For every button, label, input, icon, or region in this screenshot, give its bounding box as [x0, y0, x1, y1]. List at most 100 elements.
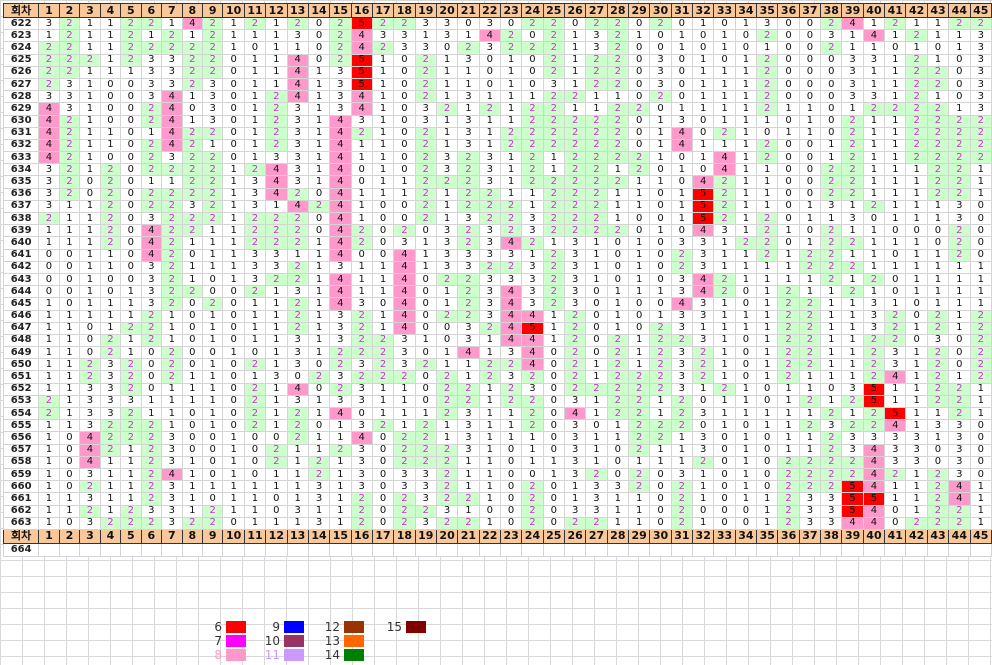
frequency-cell[interactable]: 1 [478, 492, 501, 506]
frequency-cell[interactable]: 2 [926, 516, 950, 530]
frequency-cell[interactable]: 3 [286, 358, 309, 372]
frequency-cell[interactable]: 1 [222, 199, 245, 214]
frequency-cell[interactable]: 2 [563, 370, 587, 384]
frequency-cell[interactable]: 2 [820, 260, 843, 274]
frequency-cell[interactable]: 0 [969, 248, 992, 262]
frequency-cell[interactable]: 3 [948, 467, 971, 482]
frequency-cell[interactable]: 0 [734, 333, 758, 348]
frequency-cell[interactable]: 2 [393, 516, 416, 530]
frequency-cell[interactable]: 1 [969, 285, 992, 299]
frequency-cell[interactable]: 2 [585, 175, 608, 189]
frequency-cell[interactable]: 3 [79, 382, 101, 396]
frequency-cell[interactable]: 3 [79, 492, 101, 506]
frequency-cell[interactable]: 2 [606, 102, 630, 116]
frequency-cell[interactable]: 1 [734, 272, 758, 287]
frequency-cell[interactable]: 1 [79, 297, 101, 311]
frequency-cell[interactable]: 3 [99, 370, 122, 384]
frequency-cell[interactable]: 0 [734, 41, 758, 55]
frequency-cell[interactable]: 2 [542, 285, 565, 299]
frequency-cell[interactable]: 0 [734, 516, 758, 530]
frequency-cell[interactable]: 1 [969, 272, 992, 287]
frequency-cell[interactable]: 4 [161, 114, 183, 128]
frequency-cell[interactable]: 1 [79, 224, 101, 238]
frequency-cell[interactable]: 5 [350, 53, 373, 67]
frequency-cell[interactable]: 4 [286, 199, 309, 214]
frequency-cell[interactable]: 0 [307, 41, 331, 55]
frequency-cell[interactable]: 2 [862, 346, 886, 360]
frequency-cell[interactable]: 1 [265, 419, 288, 433]
frequency-cell[interactable]: 2 [649, 358, 672, 372]
frequency-cell[interactable]: 2 [181, 53, 204, 67]
frequency-cell[interactable]: 1 [222, 260, 245, 274]
frequency-cell[interactable]: 5 [350, 16, 373, 31]
frequency-cell[interactable]: 1 [371, 65, 395, 79]
frequency-cell[interactable]: 0 [222, 53, 245, 67]
frequency-cell[interactable]: 0 [222, 370, 245, 384]
frequency-cell[interactable]: 0 [371, 236, 395, 250]
frequency-cell[interactable]: 0 [393, 163, 416, 177]
frequency-cell[interactable]: 0 [820, 53, 843, 67]
frequency-cell[interactable]: 2 [201, 16, 224, 31]
frequency-cell[interactable]: 2 [286, 431, 309, 445]
frequency-cell[interactable]: 3 [499, 248, 523, 262]
frequency-cell[interactable]: 1 [627, 333, 651, 348]
frequency-cell[interactable]: 1 [58, 504, 81, 518]
frequency-cell[interactable] [414, 542, 437, 557]
frequency-cell[interactable]: 4 [79, 431, 101, 445]
frequency-cell[interactable]: 3 [649, 65, 672, 79]
frequency-cell[interactable]: 2 [606, 346, 630, 360]
frequency-cell[interactable]: 1 [243, 492, 267, 506]
frequency-cell[interactable]: 2 [798, 297, 822, 311]
frequency-cell[interactable]: 0 [393, 211, 416, 226]
frequency-cell[interactable]: 3 [969, 102, 992, 116]
frequency-cell[interactable] [79, 542, 101, 557]
frequency-cell[interactable]: 2 [542, 114, 565, 128]
frequency-cell[interactable]: 0 [414, 346, 437, 360]
frequency-cell[interactable]: 1 [713, 406, 736, 421]
frequency-cell[interactable]: 1 [862, 260, 886, 274]
frequency-cell[interactable]: 4 [38, 114, 60, 128]
frequency-cell[interactable]: 3 [563, 419, 587, 433]
frequency-cell[interactable]: 0 [756, 467, 779, 482]
frequency-cell[interactable]: 2 [862, 102, 886, 116]
frequency-cell[interactable] [841, 542, 864, 557]
frequency-cell[interactable] [58, 542, 81, 557]
frequency-cell[interactable]: 2 [563, 187, 587, 201]
frequency-cell[interactable]: 0 [99, 77, 122, 92]
frequency-cell[interactable]: 1 [243, 309, 267, 323]
frequency-cell[interactable]: 0 [756, 394, 779, 409]
frequency-cell[interactable]: 2 [457, 41, 480, 55]
frequency-cell[interactable]: 0 [222, 90, 245, 104]
frequency-cell[interactable]: 1 [265, 53, 288, 67]
frequency-cell[interactable]: 1 [79, 126, 101, 140]
frequency-cell[interactable]: 0 [350, 406, 373, 421]
frequency-cell[interactable]: 2 [798, 394, 822, 409]
frequency-cell[interactable]: 1 [58, 382, 81, 396]
frequency-cell[interactable]: 2 [905, 65, 928, 79]
frequency-cell[interactable]: 2 [414, 199, 437, 214]
frequency-cell[interactable]: 0 [756, 382, 779, 396]
frequency-cell[interactable]: 3 [140, 285, 163, 299]
frequency-cell[interactable]: 4 [862, 516, 886, 530]
frequency-cell[interactable]: 2 [99, 236, 122, 250]
frequency-cell[interactable]: 4 [862, 443, 886, 457]
frequency-cell[interactable]: 0 [777, 211, 800, 226]
frequency-cell[interactable]: 0 [926, 236, 950, 250]
frequency-cell[interactable]: 2 [457, 163, 480, 177]
frequency-cell[interactable]: 4 [329, 211, 352, 226]
frequency-cell[interactable]: 1 [58, 199, 81, 214]
frequency-cell[interactable]: 0 [777, 65, 800, 79]
frequency-cell[interactable]: 1 [393, 419, 416, 433]
frequency-cell[interactable]: 1 [713, 65, 736, 79]
frequency-cell[interactable]: 2 [521, 406, 544, 421]
frequency-cell[interactable]: 2 [606, 151, 630, 165]
frequency-cell[interactable]: 2 [201, 297, 224, 311]
frequency-cell[interactable]: 1 [307, 443, 331, 457]
frequency-cell[interactable]: 3 [948, 443, 971, 457]
frequency-cell[interactable]: 1 [307, 248, 331, 262]
frequency-cell[interactable]: 2 [478, 187, 501, 201]
frequency-cell[interactable]: 1 [756, 297, 779, 311]
frequency-cell[interactable]: 1 [307, 394, 331, 409]
frequency-cell[interactable]: 1 [457, 467, 480, 482]
frequency-cell[interactable]: 2 [350, 224, 373, 238]
